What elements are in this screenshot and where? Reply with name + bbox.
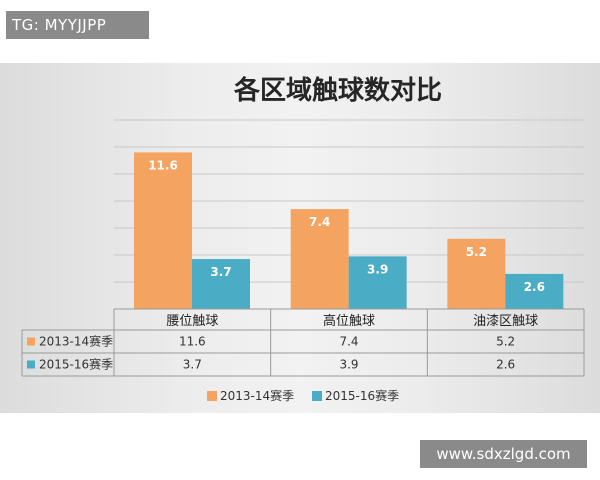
bar-value-label: 2.6 <box>524 280 545 294</box>
table-legend-key <box>27 337 35 346</box>
tg-badge: TG: MYYJJPP <box>6 11 149 39</box>
table-cell-value: 11.6 <box>179 335 206 349</box>
legend-label: 2013-14赛季 <box>220 388 294 403</box>
bar-value-label: 5.2 <box>466 245 487 259</box>
watermark: www.sdxzlgd.com <box>420 440 587 468</box>
bar <box>192 259 250 309</box>
bar-value-label: 3.7 <box>210 265 231 279</box>
table-cell-value: 2.6 <box>496 358 515 372</box>
bar <box>134 152 192 309</box>
bar <box>505 273 564 309</box>
table-cell-value: 3.7 <box>183 358 202 372</box>
category-label: 腰位触球 <box>166 314 218 329</box>
table-series-name: 2015-16赛季 <box>39 357 113 372</box>
table-cell-value: 7.4 <box>339 335 358 349</box>
bar-value-label: 11.6 <box>148 158 178 172</box>
bar <box>348 256 407 309</box>
bar <box>447 238 506 309</box>
bar <box>290 209 349 309</box>
legend-swatch <box>312 391 322 401</box>
category-label: 高位触球 <box>323 313 375 329</box>
legend-label: 2015-16赛季 <box>325 388 399 403</box>
legend-swatch <box>207 391 217 401</box>
chart-title: 各区域触球数对比 <box>233 75 442 106</box>
table-cell-value: 5.2 <box>496 335 515 349</box>
table-legend-key <box>27 360 35 369</box>
table-series-name: 2013-14赛季 <box>39 334 113 349</box>
bar-value-label: 3.9 <box>367 262 388 276</box>
bar-value-label: 7.4 <box>309 215 330 229</box>
table-cell-value: 3.9 <box>339 358 358 372</box>
category-label: 油漆区触球 <box>473 313 538 329</box>
